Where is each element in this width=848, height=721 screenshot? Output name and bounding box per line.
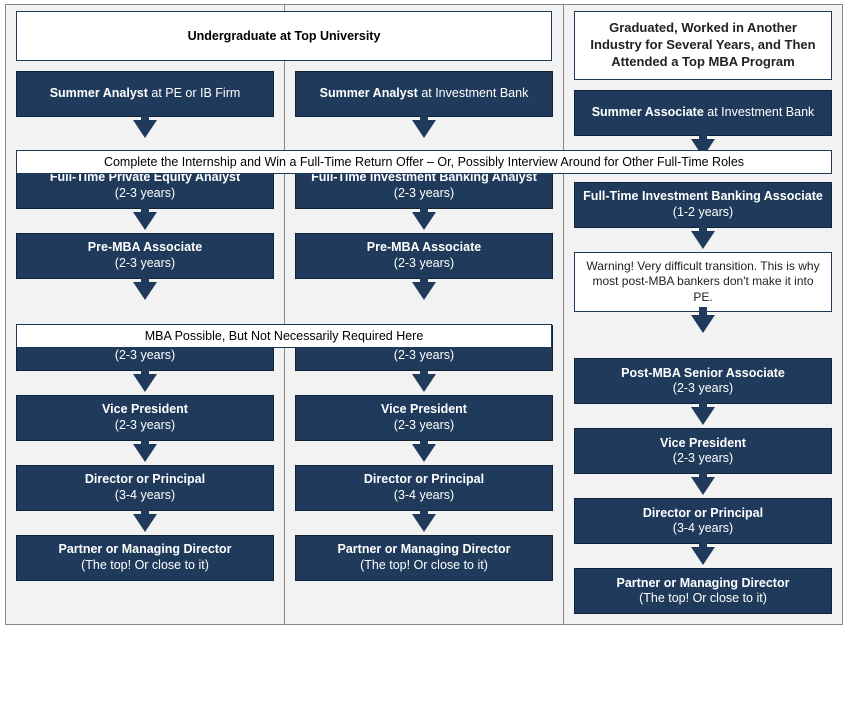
node-title: Director or Principal	[85, 472, 205, 488]
node-title: Partner or Managing Director	[59, 542, 232, 558]
arrow-icon	[412, 374, 436, 392]
header-undergrad: Undergraduate at Top University	[16, 11, 552, 61]
node-title: Partner or Managing Director	[617, 576, 790, 592]
node-suffix: at Investment Bank	[418, 86, 528, 100]
node-sub: (3-4 years)	[673, 521, 733, 537]
node-director-2: Director or Principal (3-4 years)	[295, 465, 553, 511]
banner-internship: Complete the Internship and Win a Full-T…	[16, 150, 832, 174]
arrow-icon	[133, 444, 157, 462]
node-title: Summer Associate	[592, 105, 704, 119]
arrow-icon	[133, 282, 157, 300]
arrow-icon	[133, 212, 157, 230]
node-sub: (2-3 years)	[394, 348, 454, 364]
node-sub: (The top! Or close to it)	[639, 591, 767, 607]
node-director-3: Director or Principal (3-4 years)	[574, 498, 832, 544]
arrow-icon	[691, 407, 715, 425]
node-sub: (3-4 years)	[115, 488, 175, 504]
node-sub: (2-3 years)	[115, 418, 175, 434]
node-title: Summer Analyst	[320, 86, 418, 100]
banner-mba-optional: MBA Possible, But Not Necessarily Requir…	[16, 324, 552, 348]
node-title: Pre-MBA Associate	[88, 240, 202, 256]
node-sub: (2-3 years)	[394, 256, 454, 272]
node-sub: (2-3 years)	[394, 186, 454, 202]
node-title: Vice President	[660, 436, 746, 452]
node-partner-3: Partner or Managing Director (The top! O…	[574, 568, 832, 614]
node-suffix: at Investment Bank	[704, 105, 814, 119]
arrow-icon	[412, 282, 436, 300]
node-pre-mba-associate: Pre-MBA Associate (2-3 years)	[16, 233, 274, 279]
node-sub: (2-3 years)	[115, 186, 175, 202]
node-pre-mba-associate-2: Pre-MBA Associate (2-3 years)	[295, 233, 553, 279]
arrow-icon	[133, 120, 157, 138]
arrow-icon	[412, 514, 436, 532]
career-flowchart: Summer Analyst at PE or IB Firm Full-Tim…	[5, 4, 843, 625]
node-director: Director or Principal (3-4 years)	[16, 465, 274, 511]
node-sub: (1-2 years)	[673, 205, 733, 221]
node-sub: (3-4 years)	[394, 488, 454, 504]
arrow-icon	[412, 444, 436, 462]
arrow-icon	[691, 315, 715, 333]
track-pe-undergrad: Summer Analyst at PE or IB Firm Full-Tim…	[6, 5, 285, 624]
node-summer-analyst-ib: Summer Analyst at Investment Bank	[295, 71, 553, 117]
node-vp-2: Vice President (2-3 years)	[295, 395, 553, 441]
node-title: Summer Analyst	[50, 86, 148, 100]
node-partner: Partner or Managing Director (The top! O…	[16, 535, 274, 581]
node-sub: (2-3 years)	[394, 418, 454, 434]
node-sub: (2-3 years)	[115, 348, 175, 364]
node-partner-2: Partner or Managing Director (The top! O…	[295, 535, 553, 581]
node-title: Vice President	[102, 402, 188, 418]
arrow-icon	[133, 514, 157, 532]
node-fulltime-ib-associate: Full-Time Investment Banking Associate (…	[574, 182, 832, 228]
node-post-mba-senior-associate: Post-MBA Senior Associate (2-3 years)	[574, 358, 832, 404]
node-title: Vice President	[381, 402, 467, 418]
arrow-icon	[412, 212, 436, 230]
arrow-icon	[691, 231, 715, 249]
node-title: Partner or Managing Director	[338, 542, 511, 558]
node-summer-analyst-pe: Summer Analyst at PE or IB Firm	[16, 71, 274, 117]
node-title: Director or Principal	[643, 506, 763, 522]
arrow-icon	[691, 547, 715, 565]
node-vp: Vice President (2-3 years)	[16, 395, 274, 441]
header-mba: Graduated, Worked in Another Industry fo…	[574, 11, 832, 80]
node-suffix: at PE or IB Firm	[148, 86, 240, 100]
track-ib-undergrad: Summer Analyst at Investment Bank Full-T…	[285, 5, 564, 624]
warning-box: Warning! Very difficult transition. This…	[574, 252, 832, 313]
node-sub: (2-3 years)	[115, 256, 175, 272]
node-sub: (The top! Or close to it)	[360, 558, 488, 574]
node-title: Director or Principal	[364, 472, 484, 488]
arrow-icon	[691, 477, 715, 495]
track-mba: Graduated, Worked in Another Industry fo…	[564, 5, 842, 624]
node-sub: (2-3 years)	[673, 451, 733, 467]
arrow-icon	[412, 120, 436, 138]
node-summer-associate-ib: Summer Associate at Investment Bank	[574, 90, 832, 136]
flowchart-wrapper: Summer Analyst at PE or IB Firm Full-Tim…	[5, 4, 843, 625]
arrow-icon	[133, 374, 157, 392]
node-title: Full-Time Investment Banking Associate	[583, 189, 823, 205]
node-sub: (The top! Or close to it)	[81, 558, 209, 574]
node-title: Pre-MBA Associate	[367, 240, 481, 256]
node-title: Post-MBA Senior Associate	[621, 366, 785, 382]
node-sub: (2-3 years)	[673, 381, 733, 397]
node-vp-3: Vice President (2-3 years)	[574, 428, 832, 474]
